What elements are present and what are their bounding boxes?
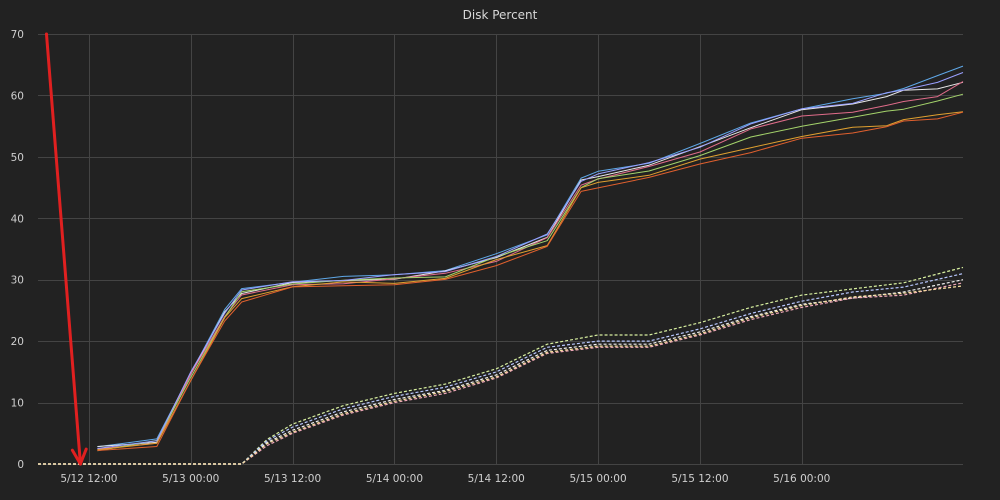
- dashed-series-line: [38, 279, 964, 465]
- x-tick-label: 5/15 00:00: [569, 473, 626, 485]
- grid: [38, 34, 963, 465]
- y-tick-label: 20: [11, 336, 24, 348]
- series-line: [97, 65, 964, 448]
- x-tick-label: 5/15 12:00: [671, 473, 728, 485]
- x-tick-label: 5/12 12:00: [60, 473, 117, 485]
- arrow-shaft: [44, 32, 82, 466]
- y-tick-label: 70: [11, 29, 24, 41]
- chart-title: Disk Percent: [463, 8, 538, 22]
- y-tick-label: 10: [11, 398, 24, 410]
- x-tick-label: 5/14 00:00: [366, 473, 423, 485]
- arrow-head: [70, 447, 88, 466]
- x-tick-label: 5/16 00:00: [773, 473, 830, 485]
- red-arrow-annotation: [44, 32, 88, 466]
- x-tick-label: 5/13 12:00: [264, 473, 321, 485]
- x-tick-label: 5/14 12:00: [468, 473, 525, 485]
- y-tick-label: 40: [11, 213, 24, 225]
- y-tick-label: 50: [11, 152, 24, 164]
- dashed-series-line: [38, 285, 964, 465]
- y-tick-label: 30: [11, 275, 24, 287]
- x-tick-label: 5/13 00:00: [162, 473, 219, 485]
- series-line: [97, 81, 964, 450]
- dashed-series-line: [38, 282, 964, 465]
- series-layer: [38, 65, 964, 465]
- dashed-series-line: [38, 273, 964, 465]
- annotation-layer: [44, 32, 88, 466]
- y-tick-label: 60: [11, 90, 24, 102]
- series-line: [97, 72, 964, 449]
- series-line: [97, 111, 964, 451]
- series-line: [97, 111, 964, 451]
- series-line: [97, 81, 964, 447]
- y-tick-label: 0: [17, 459, 24, 471]
- dashed-series-line: [38, 266, 964, 465]
- axes: 0 10 20 30 40 50 60 70 5/12 12:00 5/13 00:00 5/13 …: [11, 29, 831, 485]
- series-line: [97, 93, 964, 452]
